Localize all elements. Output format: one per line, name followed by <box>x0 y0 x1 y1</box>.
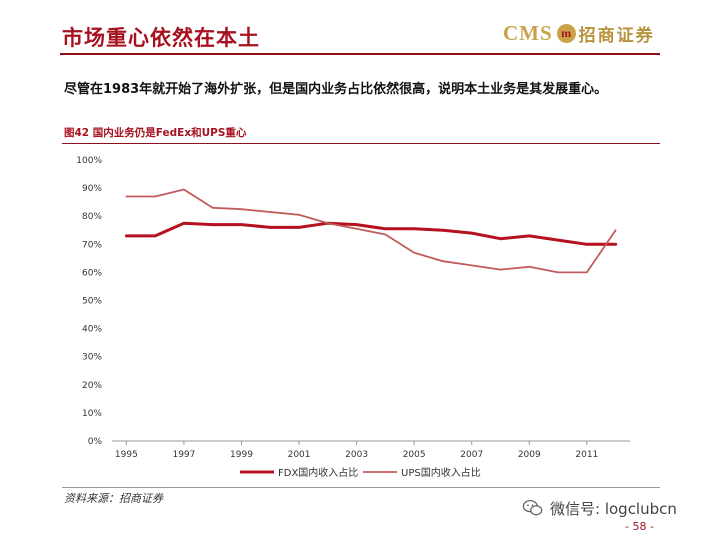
x-tick-label: 2001 <box>288 450 311 460</box>
legend-label: FDX国内收入占比 <box>278 466 358 479</box>
y-tick-label: 0% <box>88 437 103 447</box>
x-tick-label: 2009 <box>518 450 541 460</box>
watermark-text: 微信号: logclubcn <box>550 499 677 518</box>
y-tick-label: 20% <box>82 381 102 391</box>
legend: FDX国内收入占比 UPS国内收入占比 <box>240 466 481 479</box>
slide-title: 市场重心依然在本土 <box>62 26 260 50</box>
x-tick-label: 1995 <box>115 450 138 460</box>
logo-mark-icon: m <box>556 24 576 43</box>
x-tick-label: 2005 <box>403 450 426 460</box>
y-tick-label: 10% <box>82 409 102 419</box>
y-axis-ticks: 0% 10% 20% 30% 40% 50% 60% 70% 80% 90% 100% <box>76 156 102 447</box>
x-tick-label: 1997 <box>172 450 195 460</box>
logo-cms-text: CMS <box>503 21 553 45</box>
source-note: 资料来源：招商证券 <box>64 492 163 505</box>
x-axis-ticks: 1995 1997 1999 2001 2003 2005 2007 2009 2011 <box>115 441 598 460</box>
y-tick-label: 40% <box>82 325 102 335</box>
wechat-icon <box>522 500 543 516</box>
title-divider <box>60 53 660 55</box>
wechat-watermark: 微信号: logclubcn <box>522 497 677 519</box>
series-line-fdx <box>124 221 618 246</box>
y-tick-label: 80% <box>82 212 102 222</box>
slide-subtitle: 尽管在1983年就开始了海外扩张，但是国内业务占比依然很高，说明本土业务是其发展… <box>64 82 608 97</box>
series-lines <box>124 188 618 274</box>
page-number: - 58 - <box>625 520 654 533</box>
logo-cn-text: 招商证券 <box>578 26 655 46</box>
x-tick-label: 2011 <box>575 450 598 460</box>
x-tick-label: 2003 <box>345 450 368 460</box>
brand-logo: CMS m 招商证券 <box>503 21 655 46</box>
y-tick-label: 60% <box>82 268 102 278</box>
y-tick-label: 30% <box>82 353 102 363</box>
legend-label: UPS国内收入占比 <box>401 466 481 479</box>
figure-divider <box>62 143 660 144</box>
figure-label: 图42 国内业务仍是FedEx和UPS重心 <box>64 127 247 139</box>
y-tick-label: 70% <box>82 240 102 250</box>
series-line-ups <box>125 188 617 274</box>
y-tick-label: 100% <box>76 156 102 166</box>
source-divider <box>62 487 660 488</box>
y-tick-label: 50% <box>82 297 102 307</box>
x-tick-label: 1999 <box>230 450 253 460</box>
x-tick-label: 2007 <box>460 450 483 460</box>
y-tick-label: 90% <box>82 184 102 194</box>
